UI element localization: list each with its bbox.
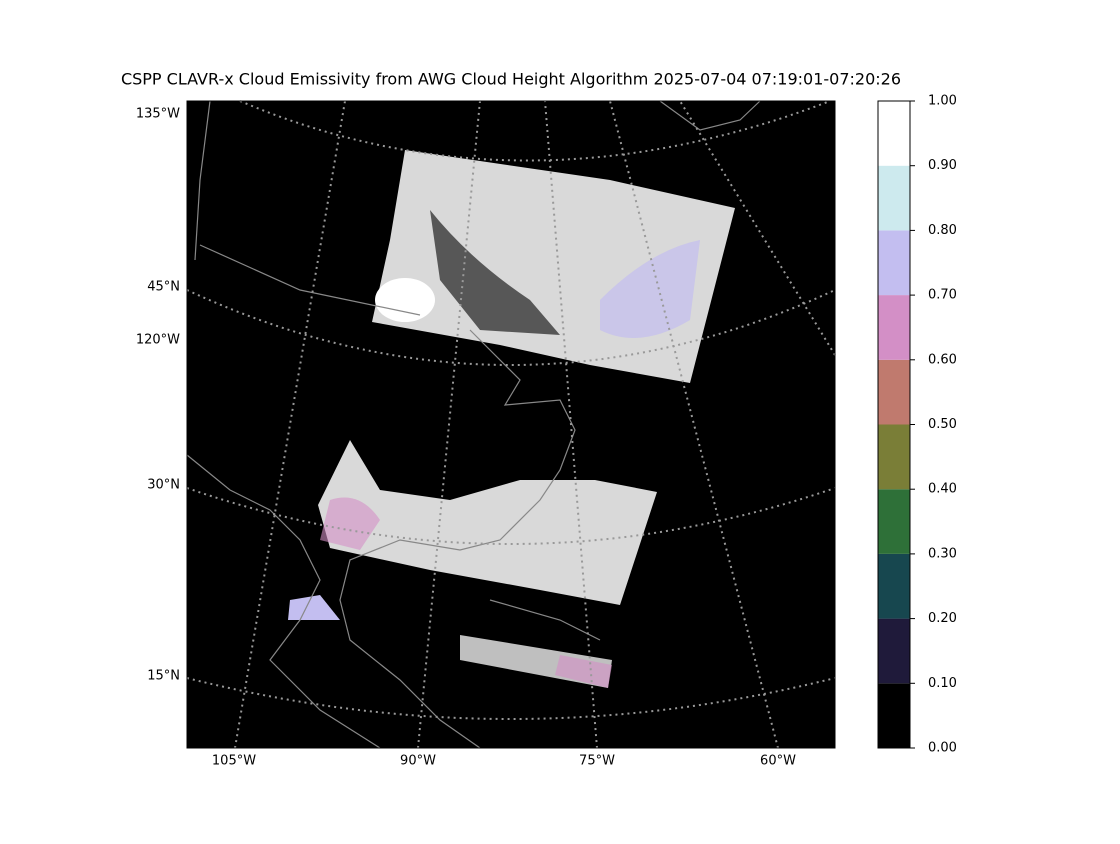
lon-label: 90°W bbox=[400, 754, 436, 769]
colorbar-tick-label: 1.00 bbox=[928, 94, 957, 109]
lon-label: 75°W bbox=[579, 754, 615, 769]
colorbar-tick-label: 0.40 bbox=[928, 482, 957, 497]
colorbar-tick-label: 0.10 bbox=[928, 676, 957, 691]
colorbar-segment bbox=[878, 424, 910, 490]
lat-lon-label: 45°N bbox=[147, 280, 180, 295]
lat-lon-label: 135°W bbox=[136, 107, 180, 122]
lat-lon-label: 15°N bbox=[147, 669, 180, 684]
colorbar-tick-label: 0.50 bbox=[928, 417, 957, 432]
graticule bbox=[186, 100, 836, 749]
colorbar-segment bbox=[878, 683, 910, 748]
title: CSPP CLAVR-x Cloud Emissivity from AWG C… bbox=[121, 70, 901, 89]
lat-lon-label: 120°W bbox=[136, 333, 180, 348]
colorbar-segment bbox=[878, 165, 910, 231]
colorbar-segment bbox=[878, 489, 910, 554]
colorbar-segment bbox=[878, 230, 910, 296]
colorbar-segment bbox=[878, 618, 910, 684]
colorbar-tick-label: 0.00 bbox=[928, 741, 957, 756]
colorbar-tick-label: 0.90 bbox=[928, 158, 957, 173]
lat-lon-label: 30°N bbox=[147, 478, 180, 493]
coastlines bbox=[186, 100, 761, 749]
colorbar-tick-label: 0.80 bbox=[928, 223, 957, 238]
lon-label: 60°W bbox=[760, 754, 796, 769]
colorbar-segment bbox=[878, 101, 910, 166]
map-frame bbox=[186, 100, 836, 749]
colorbar-tick-label: 0.70 bbox=[928, 288, 957, 303]
clouds bbox=[288, 150, 735, 688]
lon-label: 105°W bbox=[212, 754, 256, 769]
colorbar-segment bbox=[878, 359, 910, 425]
colorbar-tick-label: 0.20 bbox=[928, 611, 957, 626]
colorbar-segment bbox=[878, 553, 910, 619]
colorbar-tick-label: 0.60 bbox=[928, 352, 957, 367]
colorbar-segment bbox=[878, 295, 910, 360]
colorbar-tick-label: 0.30 bbox=[928, 546, 957, 561]
